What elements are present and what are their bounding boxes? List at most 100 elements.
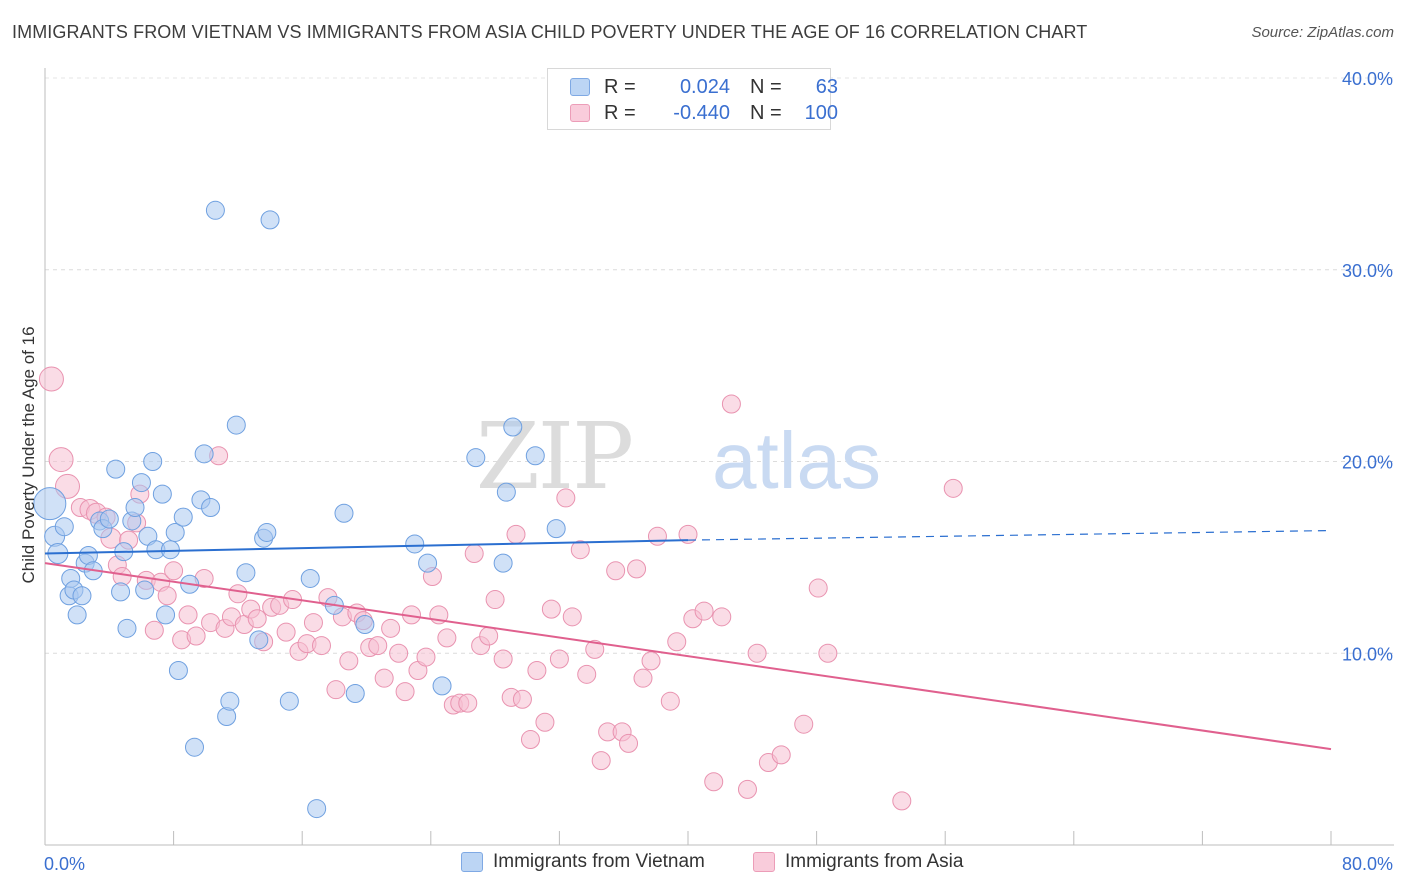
asia-point [311,636,331,656]
asia-point [627,559,647,579]
asia-point [606,561,626,581]
series-vietnam-points [33,200,566,819]
vietnam-point [152,484,172,504]
vietnam-point [156,605,176,625]
asia-point [667,632,687,652]
asia-point [164,561,184,581]
vietnam-point [334,503,354,523]
vietnam-point [106,459,126,479]
vietnam-point [525,446,545,466]
vietnam-point [160,540,180,560]
legend-n-label: N = [750,75,782,98]
asia-point [144,620,164,640]
legend-label-asia: Immigrants from Asia [785,851,964,872]
legend-n-label: N = [750,101,782,124]
vietnam-point [125,498,145,518]
vietnam-point [466,448,486,468]
legend-item-vietnam[interactable]: Immigrants from Vietnam [461,851,705,873]
asia-point [721,394,741,414]
legend-item-asia[interactable]: Immigrants from Asia [753,851,963,873]
asia-point [541,599,561,619]
asia-point [678,524,698,544]
correlation-legend: R = 0.024 N = 63 R = -0.440 N = 100 [547,68,838,130]
vietnam-point [405,534,425,554]
asia-point [562,607,582,627]
asia-point [458,693,478,713]
vietnam-point [226,415,246,435]
asia-point [747,643,767,663]
vietnam-point [432,676,452,696]
y-axis-label: Child Poverty Under the Age of 16 [19,326,38,583]
vietnam-point [173,507,193,527]
asia-point [570,540,590,560]
asia-point [737,779,757,799]
asia-point [892,791,912,811]
asia-point [416,647,436,667]
vietnam-point [184,737,204,757]
vietnam-trend-line [44,539,689,555]
vietnam-point [168,661,188,681]
asia-point [178,605,198,625]
asia-point [157,586,177,606]
trend-lines [44,529,1332,751]
legend-swatch-asia [753,852,775,872]
legend-r-label: R = [604,101,636,124]
x-tick-label: 80.0% [1342,854,1393,874]
vietnam-point [135,580,155,600]
legend-label-vietnam: Immigrants from Vietnam [493,851,705,872]
legend-r-label: R = [604,75,636,98]
vietnam-point [493,553,513,573]
asia-point [535,712,555,732]
vietnam-point [72,586,92,606]
asia-point [943,478,963,498]
asia-point [464,544,484,564]
asia-point [479,626,499,646]
legend-row-asia: R = -0.440 N = 100 [570,101,838,125]
asia-point [520,730,540,750]
vietnam-point [418,553,438,573]
asia-point [527,661,547,681]
asia-point [381,618,401,638]
vietnam-point [131,473,151,493]
vietnam-point [546,519,566,539]
vietnam-point [33,487,67,521]
tick-labels: 10.0% 20.0% 30.0% 40.0% 0.0% 80.0% [44,69,1393,874]
vietnam-trend-extension [687,529,1332,541]
axes [44,68,1394,846]
asia-point [389,643,409,663]
asia-point [641,651,661,671]
asia-point [506,524,526,544]
vietnam-point [217,707,237,727]
asia-point [276,622,296,642]
asia-point [48,447,74,473]
vietnam-point [496,482,516,502]
vietnam-point [205,200,225,220]
vietnam-point [111,582,131,602]
vietnam-point [54,517,74,537]
chart-title: IMMIGRANTS FROM VIETNAM VS IMMIGRANTS FR… [12,22,1088,42]
asia-point [808,578,828,598]
y-tick-label: 40.0% [1342,69,1393,89]
asia-point [493,649,513,669]
asia-point [186,626,206,646]
vietnam-point [300,568,320,588]
asia-point [712,607,732,627]
asia-point [660,691,680,711]
asia-point [794,714,814,734]
series-legend: Immigrants from Vietnam Immigrants from … [0,851,1406,879]
asia-point [38,366,64,392]
asia-point [818,643,838,663]
legend-n-value: 63 [815,75,838,98]
vietnam-point [99,509,119,529]
vietnam-point [249,630,269,650]
vietnam-point [201,498,221,518]
legend-swatch-vietnam [570,78,590,96]
legend-row-vietnam: R = 0.024 N = 63 [570,75,838,99]
vietnam-point [236,563,256,583]
asia-point [549,649,569,669]
vietnam-point [165,522,185,542]
asia-point [694,601,714,621]
asia-point [577,664,597,684]
asia-trend-line [44,562,1332,751]
